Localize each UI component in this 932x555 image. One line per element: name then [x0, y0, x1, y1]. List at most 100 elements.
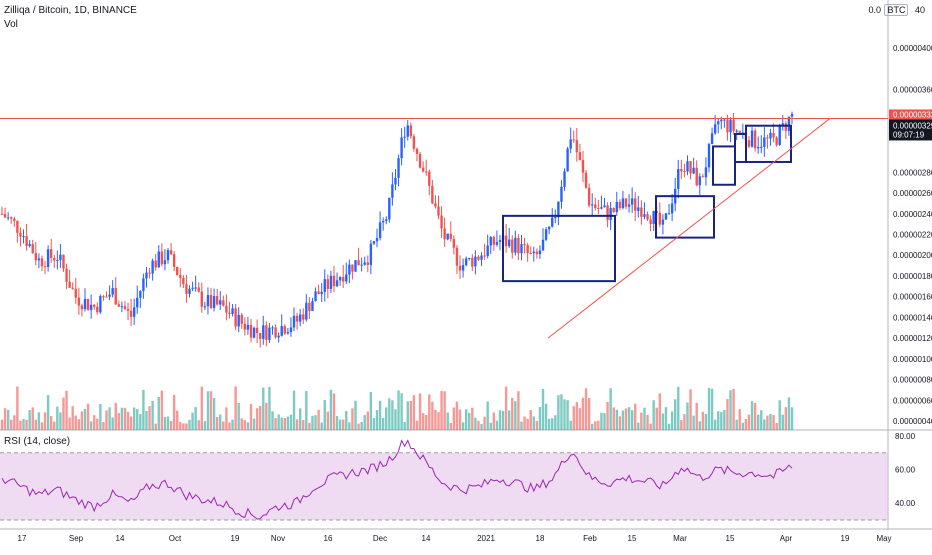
volume-bar — [461, 422, 465, 430]
volume-bar — [406, 401, 409, 430]
candle-body — [664, 213, 668, 220]
candle-body — [277, 335, 280, 338]
candle-body — [409, 125, 413, 137]
price-tick-label: 0.00000180 — [893, 272, 932, 281]
volume-bar — [554, 415, 557, 430]
volume-bar — [695, 402, 698, 430]
volume-bar — [185, 423, 188, 430]
candle-body — [652, 211, 655, 224]
volume-bar — [329, 389, 333, 430]
volume-bar — [547, 418, 551, 430]
volume-bar — [237, 403, 240, 430]
volume-bar — [366, 411, 369, 430]
volume-bar — [677, 386, 680, 430]
price-tick-label: 0.00000120 — [893, 334, 932, 343]
candle-body — [584, 172, 588, 188]
candle-body — [366, 262, 369, 265]
volume-bar — [769, 413, 772, 430]
candle-body — [154, 260, 157, 268]
candle-body — [243, 323, 247, 330]
price-red-label: 0.00000332 — [893, 110, 932, 119]
candle-body — [120, 306, 124, 308]
time-tick-label: May — [876, 534, 891, 543]
volume-bar — [489, 422, 492, 430]
candle-body — [514, 237, 517, 253]
candle-body — [203, 306, 207, 308]
volume-bar — [381, 417, 385, 430]
volume-bar — [507, 410, 511, 430]
volume-bar — [354, 400, 357, 430]
volume-bar — [169, 421, 173, 430]
volume-bar — [673, 399, 677, 430]
candle-body — [511, 239, 514, 253]
volume-bar — [680, 420, 683, 430]
volume-bar — [10, 419, 13, 430]
volume-bar — [194, 406, 197, 430]
candle-body — [710, 133, 714, 145]
candle-body — [102, 296, 105, 298]
symbol-title[interactable]: Zilliqa / Bitcoin, 1D, BINANCE — [4, 5, 137, 16]
volume-bar — [37, 412, 41, 430]
volume-bar — [566, 400, 569, 430]
currency-badge[interactable]: BTC — [884, 4, 909, 16]
candle-body — [643, 214, 646, 217]
candle-body — [627, 204, 631, 207]
volume-bar — [517, 391, 520, 430]
volume-bar — [403, 421, 406, 430]
volume-bar — [434, 409, 437, 430]
candle-body — [425, 171, 428, 173]
candle-body — [86, 299, 90, 310]
volume-bar — [692, 415, 695, 430]
volume-bar — [182, 423, 185, 430]
volume-bar — [750, 401, 754, 430]
volume-bar — [603, 413, 606, 430]
candle-body — [486, 245, 489, 257]
candle-body — [34, 253, 38, 261]
candle-body — [10, 217, 13, 219]
candle-body — [16, 220, 19, 233]
candle-body — [732, 119, 735, 131]
volume-bar — [621, 410, 625, 430]
volume-bar — [274, 418, 277, 430]
volume-bar — [31, 407, 34, 430]
candle-body — [262, 325, 265, 339]
candle-body — [566, 148, 569, 172]
candle-body — [219, 300, 222, 305]
candle-body — [31, 244, 34, 254]
rsi-band — [0, 452, 888, 520]
candle-body — [594, 204, 597, 208]
volume-bar — [412, 395, 416, 430]
volume-bar — [449, 422, 452, 430]
volume-bar — [649, 423, 652, 430]
candle-body — [320, 291, 323, 295]
volume-bar — [486, 401, 489, 430]
candle-body — [554, 217, 557, 219]
volume-bar — [292, 390, 296, 430]
volume-bar — [298, 408, 302, 430]
candle-body — [489, 237, 492, 246]
candle-body — [547, 226, 551, 230]
candle-body — [136, 297, 139, 308]
candle-body — [65, 268, 68, 282]
rsi-legend[interactable]: RSI (14, close) — [4, 436, 71, 447]
volume-bar — [756, 414, 760, 430]
volume-bar — [22, 418, 25, 430]
currency-indicator[interactable]: 0.0 BTC 40 — [868, 4, 928, 16]
time-tick-label: Nov — [271, 534, 285, 543]
candle-body — [403, 136, 406, 138]
volume-bar — [68, 417, 71, 430]
candle-body — [492, 237, 496, 245]
volume-bar — [661, 413, 665, 430]
time-tick-label: 14 — [116, 534, 125, 543]
candle-body — [784, 123, 788, 131]
volume-bar — [234, 386, 237, 430]
candle-body — [108, 294, 111, 297]
volume-bar — [578, 408, 582, 430]
candle-body — [729, 119, 732, 133]
candle-body — [338, 277, 342, 281]
volume-bar — [357, 423, 360, 430]
volume-bar — [514, 401, 517, 430]
candle-body — [332, 275, 336, 287]
candle-body — [498, 240, 502, 242]
